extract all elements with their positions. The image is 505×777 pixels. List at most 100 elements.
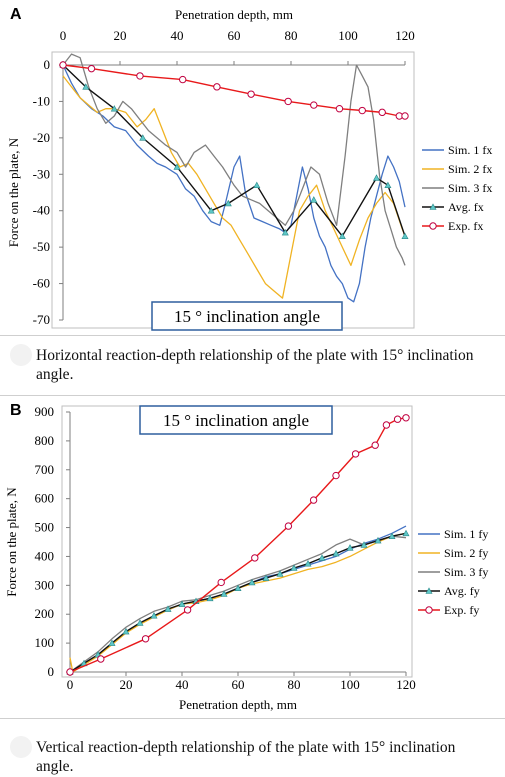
data-point-b xyxy=(388,532,396,540)
data-point-b xyxy=(371,441,379,449)
annotation-box-a xyxy=(151,301,343,331)
data-point-b xyxy=(122,627,130,635)
y-tick-label-b: 0 xyxy=(48,664,55,679)
y-tick-label-a: -10 xyxy=(33,93,50,108)
y-tick-label-a: 0 xyxy=(44,57,51,72)
data-point-b xyxy=(284,522,293,530)
x-tick-label-b: 80 xyxy=(288,677,301,692)
x-axis-title-b: Penetration depth, mm xyxy=(179,697,297,712)
data-point-b xyxy=(382,421,391,429)
y-tick-label-b: 800 xyxy=(35,433,55,448)
annotation-text-b: 15 ° inclination angle xyxy=(163,411,309,430)
data-point-a xyxy=(207,207,215,214)
data-point-b xyxy=(164,605,172,612)
legend-label-b: Avg. fy xyxy=(444,584,480,598)
legend-entry-a-4: Exp. fx xyxy=(422,219,483,233)
y-tick-label-a: -50 xyxy=(33,239,50,254)
x-tick-label-b: 40 xyxy=(176,677,189,692)
data-point-a xyxy=(281,228,289,236)
data-point-b xyxy=(318,554,326,561)
x-tick-label-b: 20 xyxy=(120,677,133,692)
data-point-a xyxy=(372,174,381,181)
x-tick-label-a: 0 xyxy=(60,28,67,43)
legend-label-b: Sim. 3 fy xyxy=(444,565,488,579)
x-tick-label-a: 80 xyxy=(285,28,298,43)
data-point-b xyxy=(276,570,284,577)
x-tick-label-b: 120 xyxy=(396,677,416,692)
data-point-b xyxy=(309,496,318,504)
y-tick-label-b: 300 xyxy=(35,577,55,592)
chart-b-svg: B 0 20 40 60 80 100 120 Penetration depth, mm 0 10… xyxy=(4,402,488,712)
y-tick-label-b: 900 xyxy=(35,404,55,419)
legend-marker-b xyxy=(425,606,433,614)
data-point-b xyxy=(251,554,259,562)
data-point-a xyxy=(335,105,344,113)
data-point-a xyxy=(136,72,144,80)
legend-marker-a xyxy=(429,222,437,230)
y-axis-title-a: Force on the plate, N xyxy=(6,137,21,247)
data-point-b xyxy=(402,529,410,537)
data-point-b xyxy=(136,619,144,626)
caption-a-text: Horizontal reaction-depth relationship o… xyxy=(36,347,474,383)
data-point-a xyxy=(173,163,181,170)
legend-entry-b-0: Sim. 1 fy xyxy=(418,527,488,541)
legend-marker-b xyxy=(425,587,433,594)
legend-marker-a xyxy=(429,203,437,210)
data-point-b xyxy=(360,541,368,548)
legend-entry-b-3: Avg. fy xyxy=(418,584,480,598)
series-a-2 xyxy=(62,53,406,266)
legend-label-a: Sim. 1 fx xyxy=(448,143,492,157)
legend-label-b: Exp. fy xyxy=(444,603,479,617)
data-point-b xyxy=(262,574,270,581)
series-a-0 xyxy=(62,64,406,303)
legend-label-a: Avg. fx xyxy=(448,200,484,214)
data-point-b xyxy=(178,600,186,607)
chart-panel-a: A 0 20 40 60 80 100 120 Penetration depth, mm 0 -1… xyxy=(0,0,505,336)
legend-entry-b-2: Sim. 3 fy xyxy=(418,565,488,579)
x-tick-label-a: 40 xyxy=(171,28,184,43)
series-a-4 xyxy=(59,61,409,120)
data-point-b xyxy=(97,655,105,663)
chart-panel-b: B 0 20 40 60 80 100 120 Penetration depth, mm 0 10… xyxy=(0,395,505,719)
chart-a-svg: A 0 20 40 60 80 100 120 Penetration depth, mm 0 -1… xyxy=(6,6,492,331)
data-point-b xyxy=(183,606,192,614)
x-tick-label-b: 100 xyxy=(340,677,360,692)
data-point-b xyxy=(351,450,360,458)
caption-b: Vertical reaction-depth relationship of … xyxy=(10,736,476,776)
caption-a: Horizontal reaction-depth relationship o… xyxy=(10,344,476,384)
data-point-b xyxy=(108,639,116,646)
data-point-a xyxy=(59,61,67,69)
data-point-a xyxy=(401,232,409,240)
y-tick-label-b: 600 xyxy=(35,491,55,506)
data-point-b xyxy=(374,536,382,544)
series-line-b-1 xyxy=(69,532,407,673)
data-point-b xyxy=(150,612,158,619)
data-point-b xyxy=(402,414,410,422)
y-tick-label-b: 400 xyxy=(35,548,55,563)
x-tick-label-a: 60 xyxy=(228,28,241,43)
legend-entry-a-0: Sim. 1 fx xyxy=(422,143,492,157)
series-line-b-4 xyxy=(69,417,407,673)
data-point-b xyxy=(206,594,214,602)
y-tick-label-b: 100 xyxy=(35,635,55,650)
series-line-b-2 xyxy=(69,535,407,673)
series-b-2 xyxy=(69,535,407,673)
annotation-text-a: 15 ° inclination angle xyxy=(174,307,320,326)
data-point-a xyxy=(358,106,366,115)
legend-entry-a-1: Sim. 2 fx xyxy=(422,162,492,176)
legend-label-a: Sim. 3 fx xyxy=(448,181,492,195)
legend-label-a: Exp. fx xyxy=(448,219,483,233)
x-tick-label-a: 120 xyxy=(395,28,415,43)
data-point-b xyxy=(304,560,312,567)
panel-letter-b: B xyxy=(10,402,22,419)
data-point-b xyxy=(248,578,256,586)
x-axis-title-a: Penetration depth, mm xyxy=(175,7,293,22)
x-tick-label-a: 20 xyxy=(114,28,127,43)
data-point-b xyxy=(346,544,354,551)
legend-entry-a-2: Sim. 3 fx xyxy=(422,181,492,195)
series-line-a-3 xyxy=(62,64,406,237)
data-point-a xyxy=(310,101,318,109)
data-point-a xyxy=(82,83,90,90)
legend-entry-b-1: Sim. 2 fy xyxy=(418,546,488,560)
data-point-b xyxy=(66,668,74,676)
